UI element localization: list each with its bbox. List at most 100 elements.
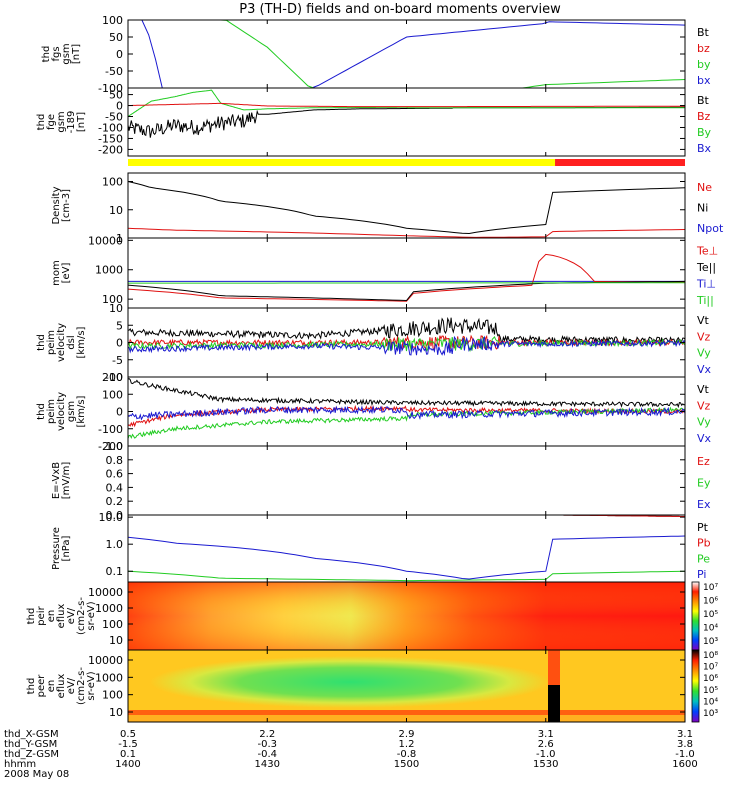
- y-axis-label: fgs: [51, 46, 62, 61]
- y-tick-label: -200: [98, 440, 123, 453]
- y-axis-label: peir: [36, 605, 47, 625]
- y-tick-label: 10000: [88, 234, 123, 247]
- y-tick-label: 0.4: [106, 481, 124, 494]
- legend-pt: Pt: [697, 521, 709, 534]
- legend-bt: Bt: [697, 26, 710, 39]
- y-tick-label: 0.8: [106, 454, 124, 467]
- colorbar-tick-label: 10³: [703, 709, 718, 719]
- y-axis-label: eV/: [66, 677, 77, 694]
- legend-bt: Bt: [697, 94, 710, 107]
- y-tick-label: 0.2: [106, 495, 124, 508]
- y-axis-label: thd: [36, 403, 47, 420]
- y-tick-label: -5: [112, 354, 123, 367]
- legend-ne: Ne: [697, 181, 712, 194]
- legend-vx: Vx: [697, 363, 712, 376]
- panel-background: [128, 446, 685, 515]
- y-tick-label: 100: [102, 618, 123, 631]
- x-row-label: hhmm: [4, 759, 36, 770]
- y-tick-label: 10: [109, 302, 123, 315]
- x-row-value: 3.1: [538, 729, 554, 740]
- panel-density: 100 10 1 Density [cm-3] Ne Ni Npot: [51, 172, 724, 245]
- series-te-line: [127, 253, 686, 302]
- y-tick-label: -200: [98, 143, 123, 156]
- y-axis-label: -189: [66, 111, 77, 134]
- y-tick-label: -100: [98, 82, 123, 95]
- x-row-value: -0.4: [257, 749, 277, 760]
- y-tick-label: 0: [116, 100, 123, 113]
- y-axis-label: gsm: [66, 401, 77, 422]
- legend-ni: Ni: [697, 202, 708, 215]
- y-axis-label: thd: [26, 608, 37, 625]
- colorbar-tick-label: 10⁶: [703, 674, 718, 684]
- legend-ey: Ey: [697, 477, 711, 490]
- legend-pi: Pi: [697, 568, 706, 581]
- panel-background: [128, 238, 685, 308]
- y-tick-label: 0.6: [106, 468, 124, 481]
- y-tick-label: -50: [105, 111, 123, 124]
- legend-npot: Npot: [697, 222, 724, 235]
- y-tick-label: 0: [116, 48, 123, 61]
- panel-background: [128, 173, 685, 238]
- x-row-value: 1500: [394, 759, 419, 770]
- y-tick-label: 1: [116, 232, 123, 245]
- y-axis-label: en: [46, 680, 57, 693]
- y-axis-label: velocity: [56, 392, 67, 431]
- y-axis-label: gsm: [56, 111, 67, 132]
- x-axis-annotation: thd_X-GSM 0.5 2.2 2.9 3.1 3.1 thd_Y-GSM -1.5 -0.…: [4, 729, 698, 780]
- y-tick-label: 10: [109, 204, 123, 217]
- y-tick-label: 10000: [88, 654, 123, 667]
- y-tick-label: 1.0: [106, 440, 124, 453]
- x-row-value: 0.5: [120, 729, 136, 740]
- legend-by: By: [697, 126, 712, 139]
- y-tick-label: 1000: [95, 602, 123, 615]
- legend-vz: Vz: [697, 330, 711, 343]
- y-axis-label: (cm2-s-: [76, 597, 87, 635]
- legend-bx: bx: [697, 74, 711, 87]
- y-axis-label: [cm-3]: [61, 189, 72, 222]
- series-vx-line: [127, 405, 686, 421]
- x-row-value: 2.6: [538, 739, 554, 750]
- y-axis-label: (cm2-s-: [76, 667, 87, 705]
- panel-peim_dsl: 10 5 0 -5 -10 thd peim velocity dsl [km/s] Vt Vz Vy V…: [36, 302, 712, 384]
- y-tick-label: 100: [102, 176, 123, 189]
- y-axis-label: thd: [26, 678, 37, 695]
- legend-te: Te||: [696, 261, 716, 274]
- y-axis-label: peim: [46, 330, 57, 355]
- x-date-label: 2008 May 08: [4, 769, 69, 780]
- series-ni-line: [127, 181, 686, 235]
- y-axis-label: [nPa]: [61, 535, 72, 561]
- y-tick-label: 0.0: [106, 509, 124, 522]
- legend-vt: Vt: [697, 383, 710, 396]
- plot-title: P3 (TH-D) fields and on-board moments ov…: [239, 2, 561, 17]
- colorbar-tick-label: 10⁴: [703, 624, 718, 634]
- y-tick-label: 1000: [95, 671, 123, 684]
- x-row-value: -1.0: [536, 749, 556, 760]
- peer-green-core: [150, 656, 550, 708]
- series-vt-line: [127, 316, 686, 346]
- y-tick-label: 100: [102, 14, 123, 27]
- y-tick-label: 1000: [95, 264, 123, 277]
- status-bar-yellow: [128, 159, 556, 166]
- x-row-value: 1430: [255, 759, 280, 770]
- legend-pb: Pb: [697, 537, 711, 550]
- status-bar-red: [555, 159, 685, 166]
- panel-efield: 1.00.80.60.40.20.0 E=-VxB [mV/m] Ez Ey Ex: [51, 440, 711, 522]
- colorbar-tick-label: 10⁸: [703, 651, 718, 661]
- panel-fge: 500-50-100-150-200 thd fge gsm -189 [nT] Bt Bz B…: [36, 87, 712, 157]
- x-row-label: thd_Y-GSM: [4, 739, 57, 750]
- y-tick-label: 100: [102, 293, 123, 306]
- y-tick-label: 50: [109, 31, 123, 44]
- y-axis-label: eV/: [66, 607, 77, 624]
- x-row-value: -1.0: [675, 749, 695, 760]
- x-row-value: 2.2: [259, 729, 275, 740]
- y-axis-label: velocity: [56, 323, 67, 362]
- legend-by: by: [697, 58, 711, 71]
- legend-vt: Vt: [697, 314, 710, 327]
- x-row-value: 3.8: [677, 739, 693, 750]
- legend-te: Te⊥: [696, 244, 718, 257]
- colorbar-tick-label: 10⁷: [703, 663, 718, 673]
- y-tick-label: 0: [116, 406, 123, 419]
- y-axis-label: eflux: [56, 604, 67, 629]
